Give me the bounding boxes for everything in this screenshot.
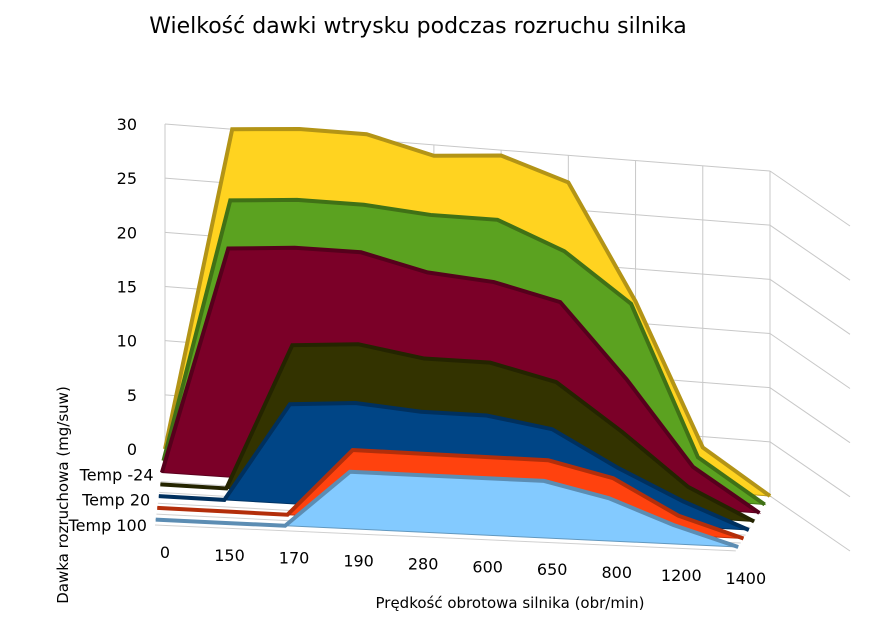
y-tick-label: 10 [117, 332, 137, 351]
x-tick-label: 1400 [725, 569, 766, 588]
y-tick-label: 5 [127, 386, 137, 405]
y-tick-label: 15 [117, 278, 137, 297]
x-tick-label: 800 [601, 563, 632, 582]
x-tick-label: 1200 [661, 566, 702, 585]
area-ridge [159, 245, 761, 515]
chart-title: Wielkość dawki wtrysku podczas rozruchu … [149, 14, 687, 39]
gridline-depth [769, 278, 851, 335]
y-tick-label: 20 [117, 223, 137, 242]
y-tick-label: 30 [117, 115, 137, 134]
depth-tick-label: Temp 100 [68, 516, 147, 535]
y-axis-label: Dawka rozruchowa (mg/suw) [54, 386, 72, 604]
area-ridge [163, 127, 772, 498]
area-ridge [155, 469, 739, 549]
depth-tick-label: Temp -24 [79, 466, 154, 485]
gridline-depth [769, 224, 851, 281]
area-ridge [161, 197, 766, 507]
gridline-floor [154, 524, 736, 552]
x-tick-label: 170 [279, 549, 310, 568]
x-axis-ticks: 0 150 170 190 280 600 650 800 1200 1400 [160, 543, 766, 588]
gridline-depth [769, 441, 851, 498]
series-area-7 [155, 469, 739, 549]
y-tick-label: 0 [127, 440, 137, 459]
gridline-depth [769, 170, 851, 227]
x-tick-label: 0 [160, 543, 170, 562]
x-axis-label: Prędkość obrotowa silnika (obr/min) [376, 594, 645, 612]
depth-tick-label: Temp 20 [81, 491, 150, 510]
y-tick-label: 25 [117, 169, 137, 188]
area-ridge [158, 400, 750, 532]
gridline-depth [769, 387, 851, 444]
gridline-depth [769, 333, 851, 389]
y-axis-ticks: 0 5 10 15 20 25 30 [117, 115, 137, 459]
x-tick-label: 650 [537, 560, 568, 579]
gridline-depth [769, 495, 851, 552]
area-ridge [160, 342, 756, 524]
x-tick-label: 280 [408, 554, 439, 573]
depth-axis-ticks: Temp -24 Temp 20 Temp 100 [68, 466, 154, 535]
x-tick-label: 150 [214, 546, 245, 565]
x-tick-label: 190 [343, 552, 374, 571]
x-tick-label: 600 [472, 557, 503, 576]
area-ridge [157, 448, 745, 541]
series-areas [155, 127, 772, 549]
